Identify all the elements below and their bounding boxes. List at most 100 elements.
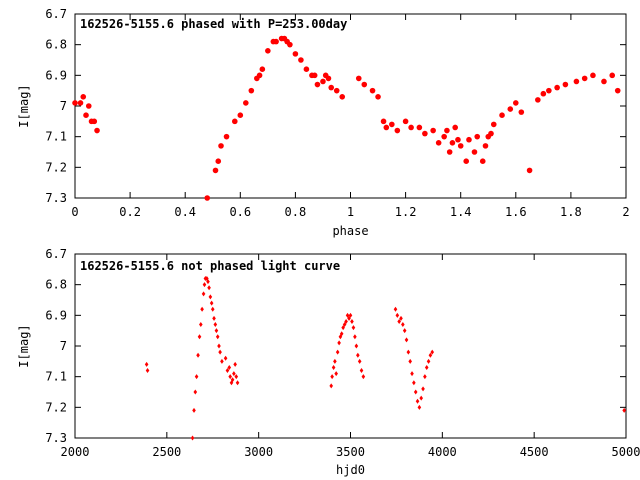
data-point xyxy=(499,112,505,118)
data-point xyxy=(413,389,418,395)
phased-x-axis-label: phase xyxy=(332,224,368,238)
data-point xyxy=(446,149,453,155)
y-tick-label: 7.1 xyxy=(45,130,67,144)
data-point xyxy=(227,364,232,370)
data-point xyxy=(94,127,100,134)
y-tick-label: 6.7 xyxy=(45,247,67,261)
data-point xyxy=(337,340,341,346)
x-tick-label: 1.2 xyxy=(395,205,417,219)
data-point xyxy=(422,130,428,137)
y-tick-label: 6.9 xyxy=(45,308,67,322)
data-point xyxy=(339,331,344,337)
data-point xyxy=(490,121,497,128)
data-point xyxy=(194,374,199,380)
data-point xyxy=(507,106,514,112)
data-point xyxy=(212,167,219,174)
phased-plot-title: 162526-5155.6 phased with P=253.00day xyxy=(80,17,347,31)
data-point xyxy=(204,195,211,201)
unphased-data-points xyxy=(144,276,626,441)
data-point xyxy=(339,94,346,100)
data-point xyxy=(218,349,222,355)
data-point xyxy=(402,118,409,125)
data-point xyxy=(430,127,436,134)
data-point xyxy=(393,306,398,312)
phased-y-axis-label: I[mag] xyxy=(17,84,31,127)
data-point xyxy=(330,374,334,380)
data-point xyxy=(423,374,427,380)
x-tick-label: 0.6 xyxy=(229,205,251,219)
data-point xyxy=(419,395,424,401)
data-point xyxy=(622,407,626,413)
data-point xyxy=(350,318,354,324)
data-point xyxy=(441,133,447,140)
x-tick-label: 0.8 xyxy=(285,205,307,219)
data-point xyxy=(513,100,519,106)
data-point xyxy=(80,94,87,100)
unphased-x-axis-label: hjd0 xyxy=(336,463,365,477)
data-point xyxy=(590,72,596,79)
data-point xyxy=(230,377,235,383)
data-point xyxy=(412,380,416,386)
data-point xyxy=(361,81,368,88)
data-point xyxy=(328,84,335,91)
data-point xyxy=(355,75,362,82)
x-tick-label: 1.8 xyxy=(560,205,582,219)
unphased-plot: 6.7 6.8 6.9 7 7.1 7.2 7.3 2000 2500 3000 3500 4000… xyxy=(17,247,640,477)
data-point xyxy=(320,78,326,85)
y-tick-label: 6.8 xyxy=(45,38,67,52)
unphased-x-ticks: 2000 2500 3000 3500 4000 4500 5000 xyxy=(61,254,640,459)
data-point xyxy=(72,100,78,106)
data-point xyxy=(573,78,580,85)
data-point xyxy=(208,294,213,300)
data-point xyxy=(206,279,210,285)
data-point xyxy=(361,374,366,380)
unphased-plot-title: 162526-5155.6 not phased light curve xyxy=(80,259,340,273)
data-point xyxy=(341,325,345,331)
data-point xyxy=(265,48,271,54)
x-tick-label: 4500 xyxy=(520,445,549,459)
x-tick-label: 0.2 xyxy=(119,205,141,219)
data-point xyxy=(426,358,431,364)
data-point xyxy=(218,143,224,149)
x-tick-label: 0 xyxy=(71,205,78,219)
data-point xyxy=(331,364,336,370)
data-point xyxy=(466,136,472,143)
data-point xyxy=(554,84,560,91)
data-point xyxy=(421,386,425,392)
data-point xyxy=(213,322,218,328)
data-point xyxy=(471,149,478,155)
data-point xyxy=(214,328,219,334)
unphased-y-axis-label: I[mag] xyxy=(17,324,31,367)
data-point xyxy=(383,124,390,131)
data-point xyxy=(91,118,98,125)
x-tick-label: 3000 xyxy=(244,445,273,459)
x-tick-label: 0.4 xyxy=(174,205,196,219)
data-point xyxy=(369,87,376,94)
data-point xyxy=(455,136,461,143)
x-tick-label: 1.4 xyxy=(450,205,472,219)
data-point xyxy=(292,51,299,57)
data-point xyxy=(235,380,240,386)
x-tick-label: 5000 xyxy=(612,445,640,459)
y-tick-label: 7 xyxy=(60,99,67,113)
data-point xyxy=(345,312,350,318)
data-point xyxy=(220,358,224,364)
data-point xyxy=(145,368,150,374)
data-point xyxy=(201,291,206,297)
data-point xyxy=(353,334,357,340)
x-tick-label: 4000 xyxy=(428,445,457,459)
data-point xyxy=(215,158,222,164)
data-point xyxy=(356,352,360,358)
data-point xyxy=(234,374,239,380)
data-point xyxy=(609,72,616,79)
data-point xyxy=(77,100,84,106)
data-point xyxy=(535,97,541,103)
data-point xyxy=(229,380,234,386)
data-point xyxy=(144,361,149,367)
x-tick-label: 2 xyxy=(622,205,629,219)
data-point xyxy=(303,66,310,72)
data-point xyxy=(354,343,359,349)
phased-plot: 6.7 6.8 6.9 7 7.1 7.2 7.3 0 0.2 0.4 0.6 0.8 1 1.2 1.4… xyxy=(17,7,630,238)
data-point xyxy=(233,361,237,367)
